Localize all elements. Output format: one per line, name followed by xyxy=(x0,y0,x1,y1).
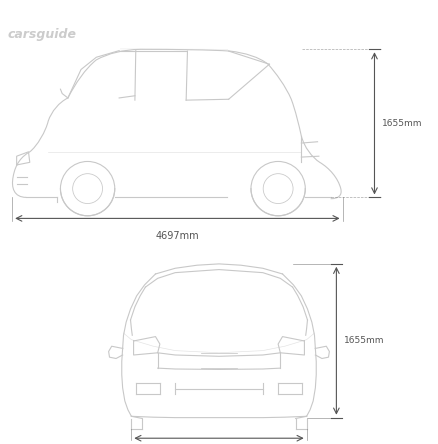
Text: 4697mm: 4697mm xyxy=(155,231,199,241)
Text: carsguide: carsguide xyxy=(8,28,77,41)
Text: 1655mm: 1655mm xyxy=(344,337,385,345)
Text: 1655mm: 1655mm xyxy=(382,119,423,128)
